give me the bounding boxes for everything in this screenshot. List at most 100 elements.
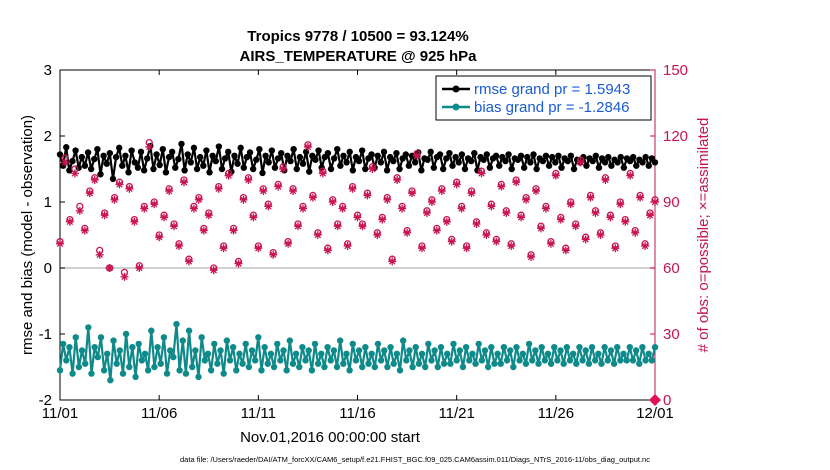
obs-assimilated-point xyxy=(338,204,347,213)
obs-assimilated-point xyxy=(472,220,481,228)
obs-assimilated-point xyxy=(532,187,540,195)
bias-point xyxy=(214,360,221,367)
bias-point xyxy=(129,344,136,351)
bias-point xyxy=(352,357,360,364)
bias-point xyxy=(541,357,549,364)
rmse-point xyxy=(144,155,151,162)
bias-point xyxy=(503,357,511,364)
obs-assimilated-point xyxy=(537,224,545,233)
rmse-point xyxy=(172,164,179,171)
rmse-point xyxy=(455,159,462,166)
obs-assimilated-point xyxy=(363,191,372,200)
bias-point xyxy=(91,344,98,351)
rmse-point xyxy=(651,159,659,166)
rmse-point xyxy=(458,151,466,158)
obs-assimilated-point xyxy=(591,209,600,217)
rmse-point xyxy=(349,167,357,174)
rmse-point xyxy=(358,147,366,154)
obs-assimilated-point xyxy=(318,169,327,178)
bias-point xyxy=(450,340,457,348)
rmse-point xyxy=(97,171,104,178)
bias-point xyxy=(475,340,482,348)
bias-point xyxy=(75,363,83,371)
rmse-point xyxy=(277,149,285,157)
rmse-point xyxy=(340,152,347,159)
bias-point xyxy=(160,334,168,341)
obs-assimilated-point xyxy=(517,213,526,222)
obs-assimilated-point xyxy=(388,257,397,266)
bias-point xyxy=(299,344,306,351)
rmse-point xyxy=(411,159,419,166)
obs-assimilated-point xyxy=(586,193,595,202)
chart-title: Tropics 9778 / 10500 = 93.124% xyxy=(247,28,468,45)
rmse-point xyxy=(424,156,431,163)
bias-point xyxy=(189,363,196,371)
bias-point xyxy=(579,357,586,364)
bias-point xyxy=(434,363,441,371)
bias-point xyxy=(532,347,539,354)
obs-assimilated-point xyxy=(566,200,575,209)
obs-assimilated-point xyxy=(140,204,149,213)
bias-point xyxy=(459,363,467,371)
rmse-point xyxy=(315,147,322,154)
bias-point xyxy=(588,344,596,351)
bias-point xyxy=(418,350,426,357)
bias-point xyxy=(66,344,73,351)
bias-point xyxy=(245,363,253,371)
obs-assimilated-point xyxy=(209,266,218,275)
bias-point xyxy=(343,350,350,357)
bias-point xyxy=(248,347,256,354)
obs-assimilated-point xyxy=(383,195,392,204)
bias-point xyxy=(63,357,70,364)
bias-point xyxy=(85,324,92,331)
bias-point xyxy=(547,360,555,367)
rmse-point xyxy=(81,162,89,169)
bias-point xyxy=(267,350,275,357)
rmse-point xyxy=(218,165,226,173)
obs-assimilated-point xyxy=(343,242,352,250)
obs-assimilated-point xyxy=(408,189,416,198)
obs-assimilated-point xyxy=(403,228,412,237)
bias-point xyxy=(601,344,608,351)
obs-assimilated-point xyxy=(368,165,377,173)
data-file-footnote: data file: /Users/raeder/DAI/ATM_forcXX/… xyxy=(180,455,650,464)
legend-rmse-label: rmse grand pr = 1.5943 xyxy=(474,81,630,98)
bias-point xyxy=(585,360,593,367)
obs-assimilated-point xyxy=(239,195,248,204)
bias-point xyxy=(119,370,127,377)
rmse-point xyxy=(334,146,341,153)
bias-point xyxy=(239,360,246,367)
bias-point xyxy=(440,360,448,367)
rmse-point xyxy=(608,162,615,169)
rmse-point xyxy=(168,148,176,156)
rmse-point xyxy=(368,151,375,158)
rmse-point xyxy=(103,160,110,167)
bias-point xyxy=(566,357,574,364)
obs-assimilated-point xyxy=(561,246,570,255)
bias-point xyxy=(466,357,473,364)
obs-assimilated-point xyxy=(155,233,164,242)
bias-point xyxy=(488,344,495,351)
rmse-point xyxy=(324,149,332,157)
bias-point xyxy=(554,357,561,364)
bias-point xyxy=(94,353,101,361)
y-left-tick-label: 1 xyxy=(44,194,52,211)
rmse-point xyxy=(249,165,257,173)
rmse-point xyxy=(209,152,216,159)
rmse-point xyxy=(134,164,142,171)
rmse-point xyxy=(56,151,64,158)
rmse-point xyxy=(221,155,229,162)
rmse-point xyxy=(140,167,148,174)
bias-point xyxy=(242,340,249,348)
obs-assimilated-point xyxy=(487,202,496,211)
y-left-tick-label: -2 xyxy=(39,392,52,409)
obs-assimilated-point xyxy=(259,187,268,195)
rmse-point xyxy=(583,162,590,169)
bias-point xyxy=(349,340,356,348)
obs-assimilated-point xyxy=(135,264,144,272)
obs-assimilated-point xyxy=(626,171,635,180)
bias-point xyxy=(396,367,404,374)
bias-point xyxy=(617,357,624,364)
bias-point xyxy=(444,350,451,357)
